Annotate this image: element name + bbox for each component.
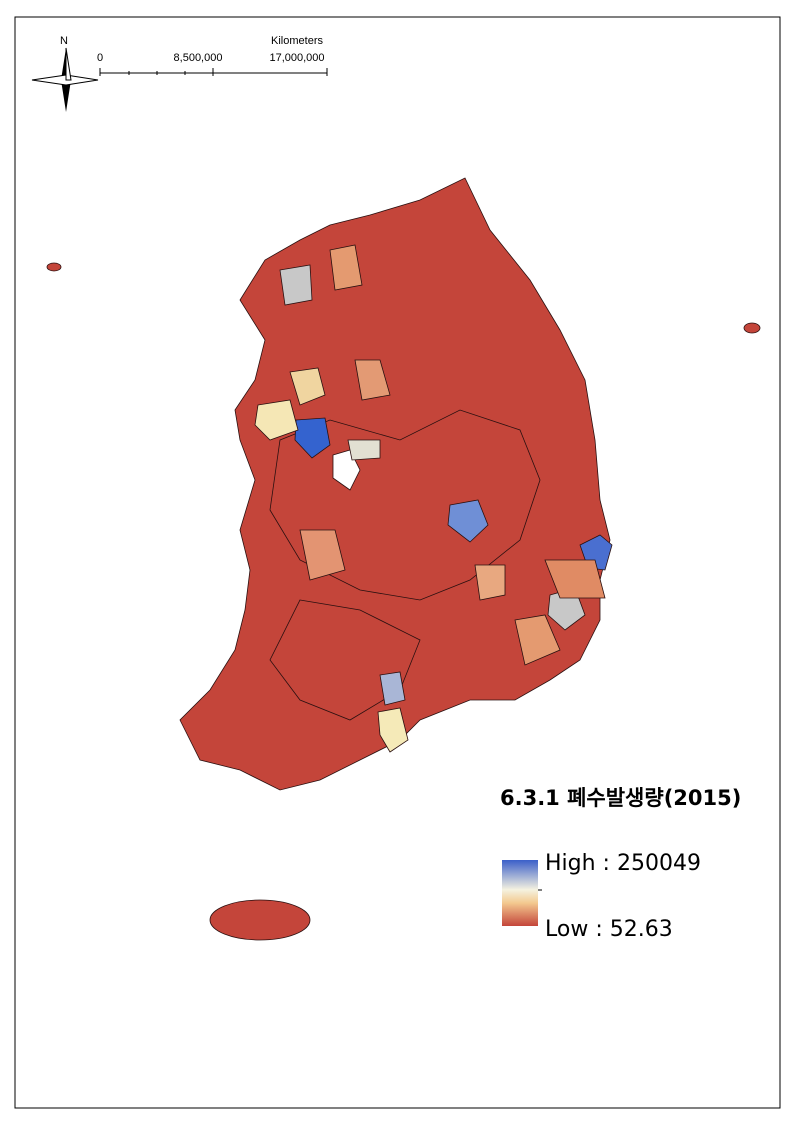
map-title: 6.3.1 폐수발생량(2015): [500, 786, 741, 810]
frame: [14, 16, 781, 1109]
legend-ramp: [502, 860, 538, 926]
legend-low: Low : 52.63: [545, 917, 673, 942]
scale-unit: Kilometers: [271, 35, 323, 47]
north-label: N: [60, 35, 68, 47]
scale-label: 17,000,000: [269, 52, 324, 64]
legend-high: High : 250049: [545, 851, 701, 876]
scale-label: 8,500,000: [174, 52, 223, 64]
map: [46, 177, 761, 941]
north-arrow: N: [31, 35, 99, 112]
scale-bar: Kilometers 0 8,500,000 17,000,000: [97, 35, 328, 76]
scale-label: 0: [97, 52, 103, 64]
